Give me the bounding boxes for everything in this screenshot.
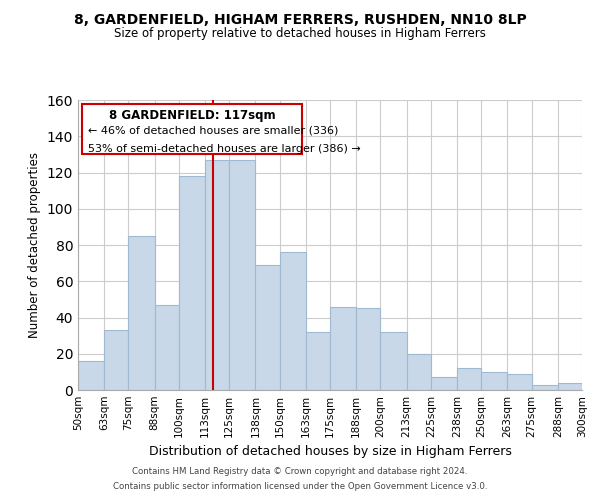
Bar xyxy=(407,354,431,390)
Text: 8 GARDENFIELD: 117sqm: 8 GARDENFIELD: 117sqm xyxy=(109,109,275,122)
Bar xyxy=(532,384,558,390)
Bar xyxy=(280,252,306,390)
Bar xyxy=(508,374,532,390)
Text: Contains HM Land Registry data © Crown copyright and database right 2024.: Contains HM Land Registry data © Crown c… xyxy=(132,467,468,476)
Text: 8, GARDENFIELD, HIGHAM FERRERS, RUSHDEN, NN10 8LP: 8, GARDENFIELD, HIGHAM FERRERS, RUSHDEN,… xyxy=(74,12,526,26)
Bar xyxy=(104,330,128,390)
Text: 53% of semi-detached houses are larger (386) →: 53% of semi-detached houses are larger (… xyxy=(88,144,361,154)
Bar xyxy=(431,378,457,390)
Bar xyxy=(205,160,229,390)
Bar xyxy=(330,306,356,390)
Text: ← 46% of detached houses are smaller (336): ← 46% of detached houses are smaller (33… xyxy=(88,126,338,136)
Text: Contains public sector information licensed under the Open Government Licence v3: Contains public sector information licen… xyxy=(113,482,487,491)
X-axis label: Distribution of detached houses by size in Higham Ferrers: Distribution of detached houses by size … xyxy=(149,446,511,458)
Bar xyxy=(380,332,407,390)
Bar xyxy=(256,265,280,390)
Bar xyxy=(179,176,205,390)
Bar xyxy=(582,386,600,390)
Bar xyxy=(457,368,481,390)
Bar xyxy=(356,308,380,390)
Y-axis label: Number of detached properties: Number of detached properties xyxy=(28,152,41,338)
FancyBboxPatch shape xyxy=(82,104,302,154)
Bar xyxy=(155,305,179,390)
Bar xyxy=(78,361,104,390)
Text: Size of property relative to detached houses in Higham Ferrers: Size of property relative to detached ho… xyxy=(114,28,486,40)
Bar xyxy=(306,332,330,390)
Bar xyxy=(128,236,155,390)
Bar xyxy=(558,383,582,390)
Bar xyxy=(481,372,508,390)
Bar xyxy=(229,160,256,390)
